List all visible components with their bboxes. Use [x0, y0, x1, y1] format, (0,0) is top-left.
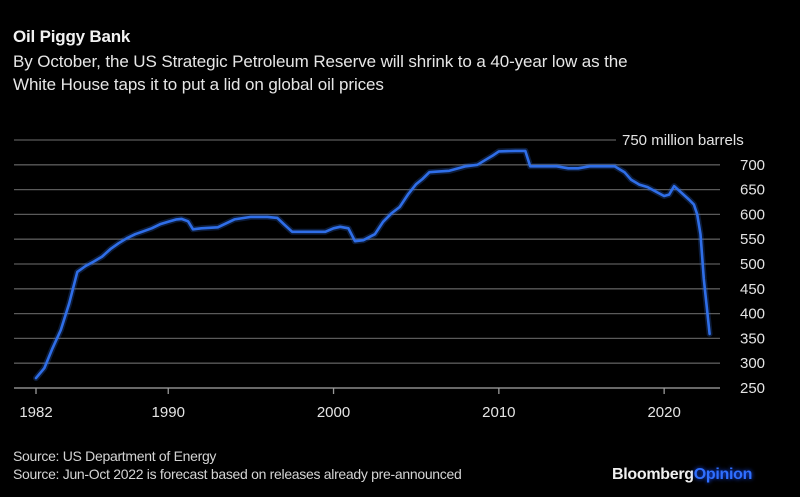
- x-tick-label: 1990: [152, 404, 185, 421]
- y-tick-label: 400: [740, 306, 765, 323]
- y-tick-label: 500: [740, 256, 765, 273]
- x-tick-label: 2020: [647, 404, 680, 421]
- series-line-spr: [34, 149, 711, 380]
- x-tick-label: 2000: [317, 404, 350, 421]
- y-tick-label: 700: [740, 157, 765, 174]
- y-tick-label: 350: [740, 330, 765, 347]
- source-note: Source: US Department of Energy: [13, 448, 217, 464]
- x-tick-label: 1982: [19, 404, 52, 421]
- y-tick-label: 600: [740, 206, 765, 223]
- y-tick-label: 450: [740, 281, 765, 298]
- x-axis: 1982 1990 2000 2010 2020: [19, 388, 681, 421]
- gridlines: [14, 139, 720, 389]
- forecast-note: Source: Jun-Oct 2022 is forecast based o…: [13, 466, 462, 482]
- y-axis: 250 300 350 400 450 500 550 600 650 700 750 millio…: [622, 132, 765, 397]
- y-tick-label: 550: [740, 231, 765, 248]
- series-group: [33, 147, 713, 382]
- chart-subtitle: By October, the US Strategic Petroleum R…: [13, 52, 628, 94]
- y-tick-label: 300: [740, 355, 765, 372]
- y-tick-label: 250: [740, 380, 765, 397]
- brand-primary: Bloomberg: [612, 466, 694, 483]
- brand-secondary: Opinion: [693, 466, 753, 483]
- bloomberg-opinion-logo: BloombergOpinion: [612, 466, 752, 484]
- chart-title: Oil Piggy Bank: [13, 27, 131, 46]
- y-tick-label: 650: [740, 182, 765, 199]
- y-tick-label: 750 million barrels: [622, 132, 744, 149]
- x-tick-label: 2010: [482, 404, 515, 421]
